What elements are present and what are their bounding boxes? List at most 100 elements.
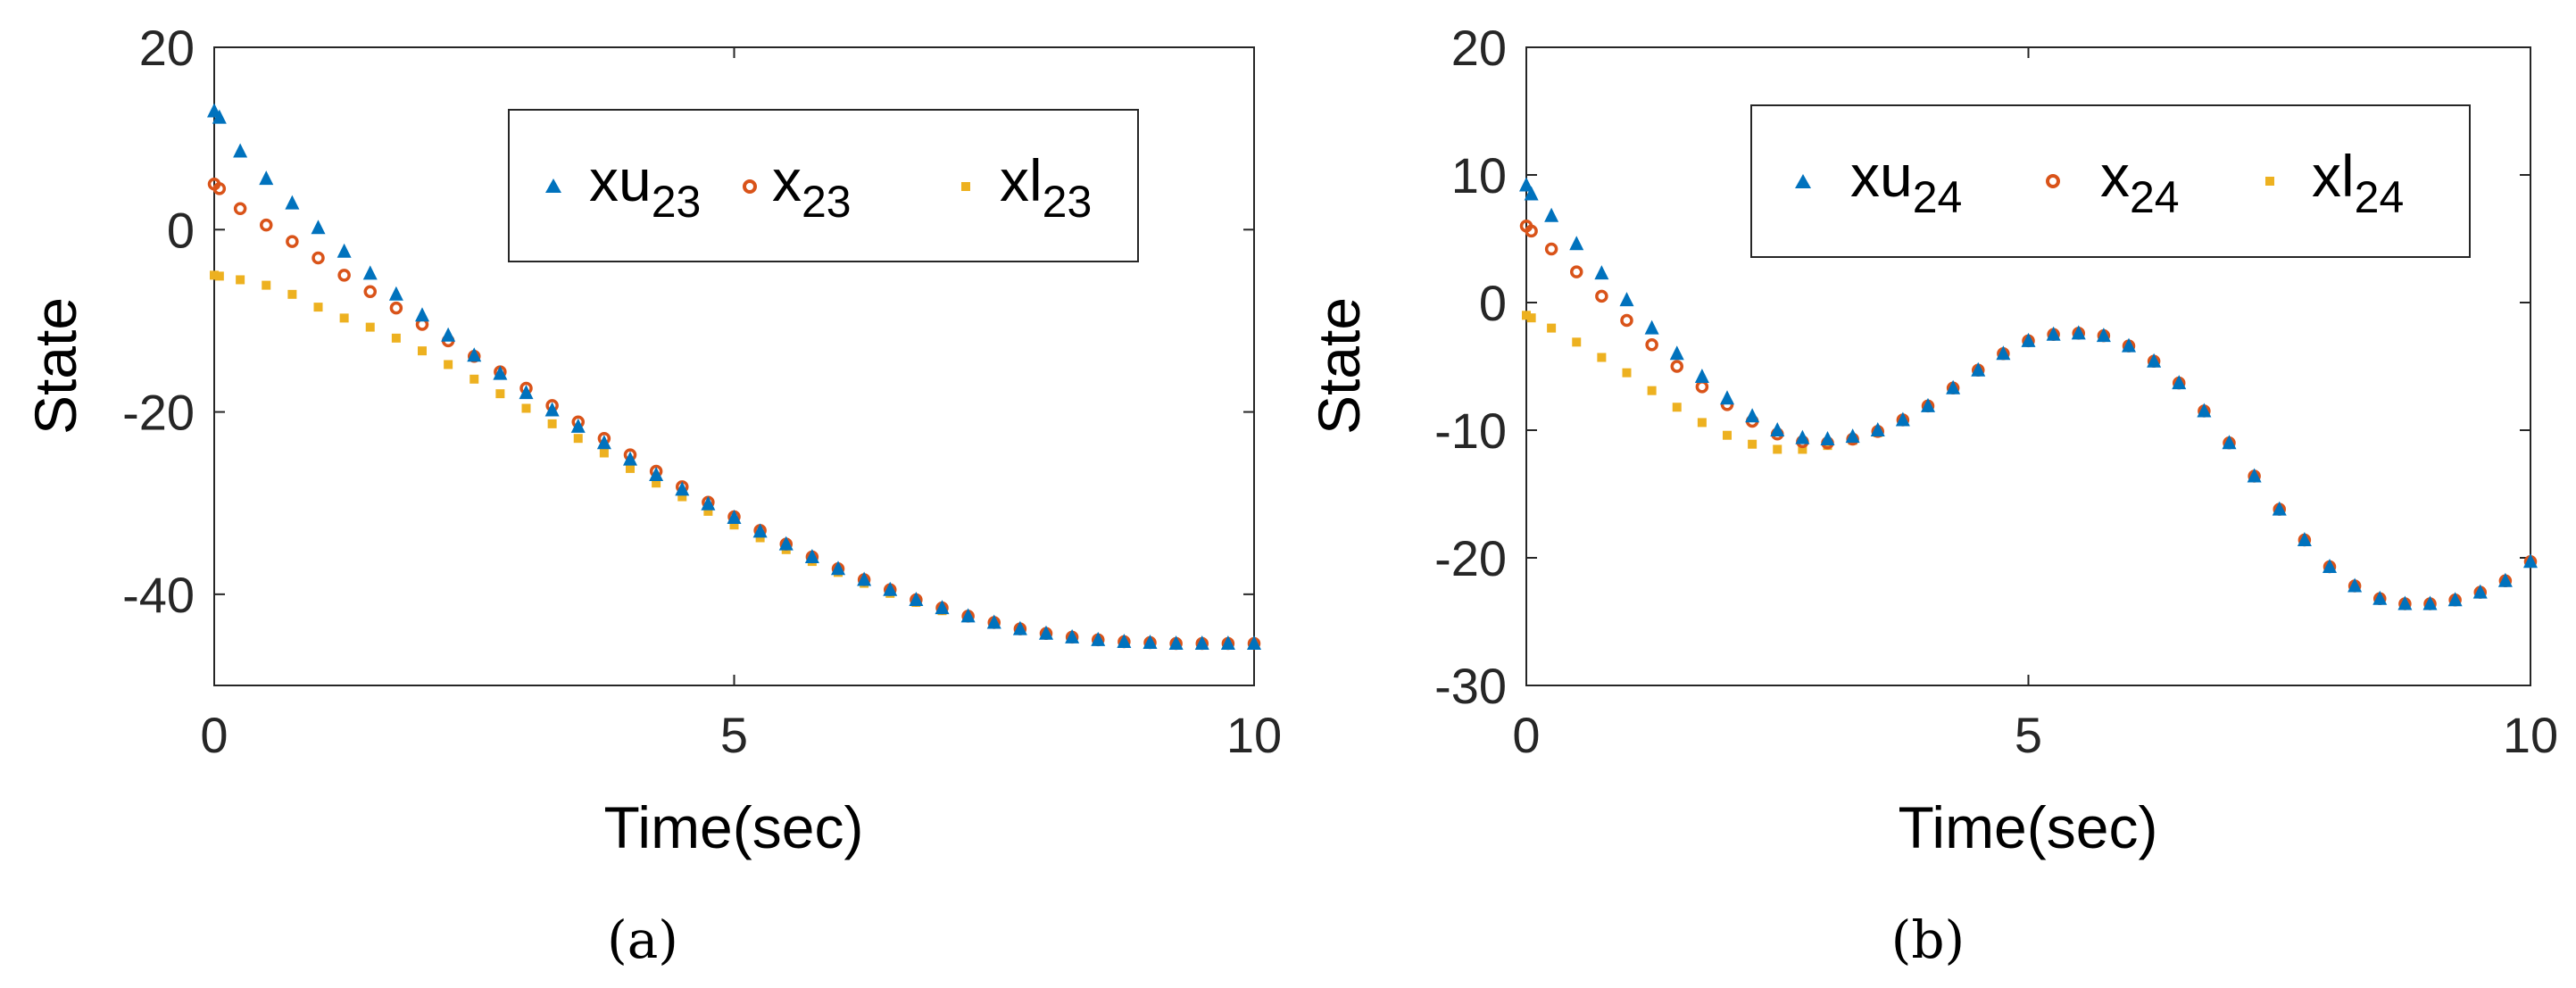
point-xl-a xyxy=(236,275,245,285)
point-x-b xyxy=(1525,224,1538,238)
point-xl-a xyxy=(652,478,661,488)
point-xl-a xyxy=(214,271,224,281)
point-xu-b xyxy=(1619,292,1634,307)
point-xu-b xyxy=(2323,559,2337,574)
y-axis-label-a: State xyxy=(22,297,88,435)
point-xu-a xyxy=(1039,625,1053,640)
point-xu-b xyxy=(2122,337,2136,353)
point-xu-b xyxy=(1519,177,1533,192)
point-x-b xyxy=(1595,289,1608,303)
legend-box-a xyxy=(508,109,1139,262)
point-xu-a xyxy=(233,143,248,158)
point-xu-a xyxy=(1065,628,1080,643)
point-xl-b xyxy=(1547,323,1557,333)
x-tick-label-b: 5 xyxy=(2015,707,2042,763)
point-xl-a xyxy=(495,389,505,399)
y-tick-label-b: 10 xyxy=(1451,147,1507,203)
point-xl-a xyxy=(703,506,713,516)
y-tick-label-b: -20 xyxy=(1434,530,1507,586)
point-xu-b xyxy=(2247,468,2262,483)
point-xu-a xyxy=(1012,620,1027,635)
legend-label-xl-a: xl23 xyxy=(1000,147,1092,227)
point-xl-a xyxy=(521,403,531,413)
point-xu-a xyxy=(337,243,352,258)
point-x-b xyxy=(1570,265,1583,278)
y-tick-label-a: -40 xyxy=(122,567,195,623)
point-xu-a xyxy=(649,467,664,482)
point-x-a xyxy=(233,202,247,216)
point-xu-a xyxy=(415,307,429,322)
y-tick-label-a: 20 xyxy=(139,20,195,76)
point-x-b xyxy=(1645,337,1658,352)
point-xu-b xyxy=(1694,368,1709,383)
point-xu-b xyxy=(1544,207,1559,222)
point-xu-a xyxy=(701,495,716,511)
point-xu-a xyxy=(883,581,898,596)
y-axis-label-b: State xyxy=(1306,297,1372,435)
point-x-a xyxy=(389,301,403,315)
point-xl-b xyxy=(1723,430,1732,440)
point-xu-b xyxy=(1720,390,1734,405)
point-xl-a xyxy=(262,280,271,290)
point-xu-b xyxy=(1946,379,1961,394)
point-xu-b xyxy=(1921,397,1935,412)
point-xl-a xyxy=(599,448,609,458)
point-xl-a xyxy=(391,333,401,343)
legend-a: xu23 x23 xl23 xyxy=(508,109,1139,262)
panel-caption-b: (b) xyxy=(1891,909,1965,970)
point-xu-b xyxy=(2197,403,2212,418)
chart-panel-a: State Time(sec) xu23 x23 xl23 0 5 10 20 0 -20… xyxy=(22,20,1282,970)
point-xu-b xyxy=(1795,429,1810,444)
point-xu-a xyxy=(519,385,534,400)
point-xl-b xyxy=(1748,439,1757,449)
panel-caption-a: (a) xyxy=(607,909,678,970)
point-xu-a xyxy=(493,365,508,380)
point-xu-a xyxy=(441,327,456,342)
x-tick-label-b: 0 xyxy=(1512,707,1540,763)
point-xl-a xyxy=(547,419,557,428)
point-xl-a xyxy=(677,492,687,502)
point-xl-a xyxy=(210,270,219,280)
point-xl-a xyxy=(339,313,349,323)
point-x-a xyxy=(363,285,377,298)
legend-label-x-b: x24 xyxy=(2100,143,2180,222)
point-xu-a xyxy=(1168,635,1184,651)
point-xl-a xyxy=(626,463,635,473)
x-tick-label-b: 10 xyxy=(2503,707,2558,763)
point-xu-a xyxy=(467,347,482,362)
point-xl-b xyxy=(1798,444,1807,454)
y-tick-label-a: 0 xyxy=(167,202,195,258)
x-tick-label-a: 10 xyxy=(1226,707,1282,763)
point-xu-a xyxy=(778,536,794,551)
point-xl-b xyxy=(1526,313,1536,323)
legend-label-x-a: x23 xyxy=(772,147,852,227)
point-xu-b xyxy=(1569,236,1584,251)
point-xu-a xyxy=(752,523,768,538)
point-xu-a xyxy=(362,265,378,280)
point-xu-b xyxy=(1870,422,1885,436)
point-xu-a xyxy=(212,109,227,124)
point-xu-b xyxy=(1971,361,1986,377)
point-xl-a xyxy=(418,346,427,356)
point-xu-b xyxy=(1770,422,1785,436)
y-tick-label-b: -30 xyxy=(1434,658,1507,714)
point-xu-a xyxy=(1194,635,1209,651)
point-xl-b xyxy=(1622,368,1632,378)
point-xu-a xyxy=(285,195,300,210)
point-xl-a xyxy=(469,374,479,384)
point-xu-a xyxy=(1143,634,1158,649)
point-xu-b xyxy=(2472,584,2488,599)
point-xu-a xyxy=(831,560,845,576)
x-axis-label-a: Time(sec) xyxy=(604,794,864,860)
point-xl-b xyxy=(1672,403,1682,412)
point-xu-b xyxy=(2497,572,2513,587)
point-xu-b xyxy=(1845,428,1860,444)
point-xl-a xyxy=(444,360,453,369)
point-xu-b xyxy=(1745,408,1760,423)
y-tick-label-b: -10 xyxy=(1434,403,1507,459)
legend-marker-x-a xyxy=(743,179,757,194)
x-tick-label-a: 0 xyxy=(200,707,228,763)
point-xu-a xyxy=(311,220,326,235)
point-xu-b xyxy=(1594,265,1609,280)
